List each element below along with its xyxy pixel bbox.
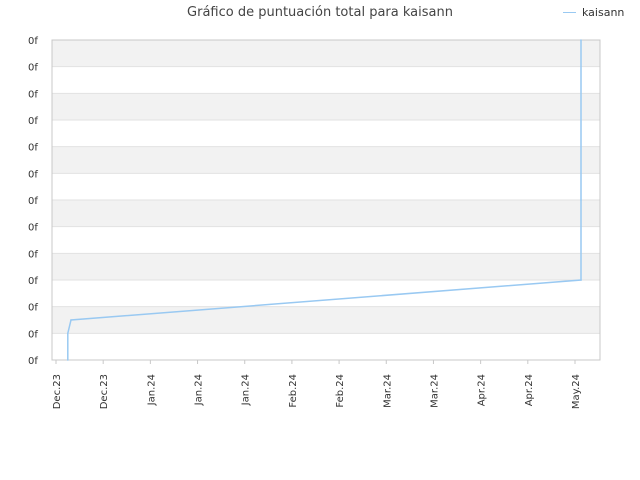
plot-band — [52, 66, 600, 94]
data-point — [580, 39, 582, 41]
y-tick-label: 0f — [28, 356, 38, 367]
plot-band — [52, 253, 600, 280]
plot-band — [52, 306, 600, 334]
y-tick-label: 0f — [28, 143, 38, 154]
y-tick-label: 0f — [28, 89, 38, 100]
x-tick-label: Apr.24 — [524, 374, 535, 406]
grid-lines — [51, 39, 601, 361]
x-tick-label: Jan.24 — [194, 374, 205, 406]
plot-band — [52, 333, 600, 360]
y-tick-label: 0f — [28, 276, 38, 287]
data-point — [67, 359, 69, 361]
y-tick-label: 0f — [28, 116, 38, 127]
x-axis-ticks: Dec.23 Dec.23 Jan.24 Jan.24 Jan.24 Feb.24 Feb.… — [52, 360, 582, 409]
y-tick-label: 0f — [28, 303, 38, 314]
plot-band — [52, 226, 600, 254]
y-tick-label: 0f — [28, 169, 38, 180]
data-point — [70, 319, 72, 321]
legend-label: kaisann — [582, 6, 625, 19]
x-tick-label: May.24 — [571, 374, 582, 409]
y-tick-label: 0f — [28, 196, 38, 207]
plot-band — [52, 173, 600, 200]
plot-bands — [52, 40, 600, 360]
y-tick-label: 0f — [28, 249, 38, 260]
x-tick-label: Mar.24 — [382, 374, 393, 408]
legend: kaisann — [563, 6, 624, 19]
x-tick-label: Jan.24 — [146, 374, 157, 406]
plot-band — [52, 40, 600, 67]
chart-title: Gráfico de puntuación total para kaisann — [187, 5, 453, 20]
x-tick-label: Dec.23 — [99, 374, 110, 409]
y-tick-label: 0f — [28, 329, 38, 340]
x-tick-label: Jan.24 — [241, 374, 252, 406]
y-tick-label: 0f — [28, 63, 38, 74]
plot-band — [52, 280, 600, 307]
series-line-kaisann — [67, 40, 582, 360]
data-point — [580, 199, 582, 201]
y-tick-label: 0f — [28, 223, 38, 234]
x-tick-label: Mar.24 — [429, 374, 440, 408]
series-lines — [67, 39, 582, 361]
data-point — [580, 279, 582, 281]
plot-frame — [51, 39, 601, 361]
data-point — [67, 332, 69, 335]
y-axis-ticks: 0f 0f 0f 0f 0f 0f 0f 0f 0f 0f 0f 0f 0f — [28, 36, 38, 367]
y-tick-label: 0f — [28, 36, 38, 47]
legend-swatch — [563, 12, 576, 13]
plot-band — [52, 120, 600, 147]
plot-band — [52, 200, 600, 227]
x-tick-label: Dec.23 — [52, 374, 63, 409]
plot-band — [52, 146, 600, 174]
plot-band — [52, 93, 600, 120]
x-tick-label: Feb.24 — [288, 374, 299, 408]
x-tick-label: Apr.24 — [477, 374, 488, 406]
x-tick-label: Feb.24 — [335, 374, 346, 408]
